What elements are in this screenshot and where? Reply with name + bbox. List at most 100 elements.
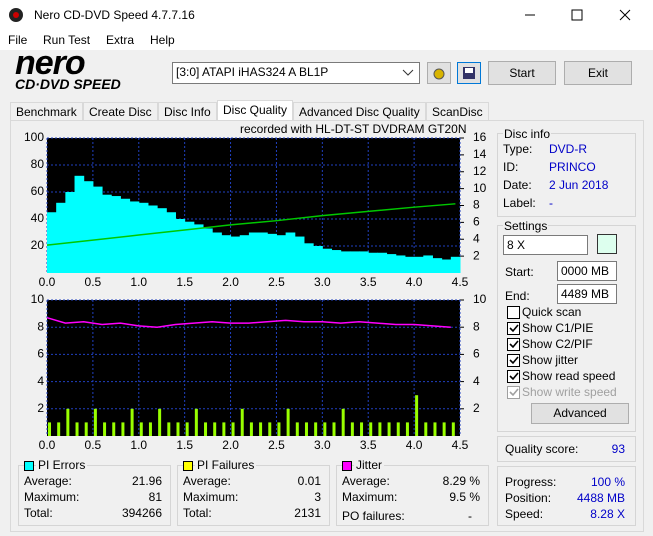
stat-value: 21.96	[131, 474, 162, 488]
stat-label: Maximum:	[24, 490, 80, 504]
stat-value: -	[468, 509, 472, 523]
info-value: DVD-R	[549, 142, 587, 156]
stat-label: Maximum:	[342, 490, 398, 504]
tab-strip: Benchmark Create Disc Disc Info Disc Qualit…	[10, 100, 650, 121]
stat-value: 9.5 %	[449, 490, 480, 504]
menu-item[interactable]: Run Test	[43, 33, 91, 47]
stat-label: Average:	[183, 474, 231, 488]
check-mark	[509, 372, 519, 381]
checkbox-label: Show C1/PIE	[522, 321, 594, 335]
logo-brand: nero	[15, 44, 86, 82]
settings-title: Settings	[503, 219, 549, 233]
end-label: End:	[505, 289, 530, 303]
tab[interactable]: Create Disc	[83, 102, 158, 120]
quality-box	[497, 436, 636, 462]
window-title: Nero CD-DVD Speed 4.7.7.16	[34, 8, 195, 22]
menu-bar: File Run Test Extra Help	[0, 30, 653, 50]
stat-value: 394266	[121, 506, 162, 520]
checkbox[interactable]	[507, 354, 520, 367]
checkbox[interactable]	[507, 306, 520, 319]
stats-title: Jitter	[354, 458, 385, 472]
checkbox[interactable]	[507, 370, 520, 383]
stat-label: PO failures:	[342, 509, 405, 523]
tab[interactable]: Benchmark	[10, 102, 83, 120]
logo-product: CD·DVD SPEED	[15, 76, 121, 92]
dropdown-arrow	[402, 69, 414, 76]
stat-label: Maximum:	[183, 490, 239, 504]
stat-label: Total:	[183, 506, 212, 520]
title-bar	[0, 0, 653, 30]
refresh-button[interactable]	[597, 234, 617, 254]
legend-swatch	[342, 461, 352, 471]
checkbox[interactable]	[507, 338, 520, 351]
quality-label: Quality score:	[505, 442, 579, 456]
stats-box	[18, 465, 171, 526]
legend-swatch	[24, 461, 34, 471]
stat-label: Total:	[24, 506, 53, 520]
app-icon	[9, 8, 23, 22]
tab[interactable]: ScanDisc	[426, 102, 489, 120]
info-value: PRINCO	[549, 160, 596, 174]
eject-icon	[433, 68, 445, 80]
stat-value: 0.01	[297, 474, 321, 488]
progress-label: Speed:	[505, 507, 544, 521]
disc-info-box	[497, 133, 636, 217]
tab[interactable]: Disc Info	[158, 102, 217, 120]
eject-button[interactable]	[427, 62, 451, 84]
stat-value: 8.29 %	[442, 474, 480, 488]
start-button[interactable]: Start	[488, 61, 556, 85]
stats-title: PI Failures	[195, 458, 257, 472]
menu-item[interactable]: File	[8, 33, 28, 47]
stat-label: Average:	[342, 474, 390, 488]
progress-value: 8.28 X	[590, 507, 625, 521]
stat-value: 81	[148, 490, 162, 504]
checkbox-label: Show read speed	[522, 369, 616, 383]
info-label: Label:	[503, 196, 536, 210]
advanced-button[interactable]: Advanced	[531, 403, 629, 424]
stat-value: 2131	[294, 506, 321, 520]
progress-value: 4488 MB	[576, 491, 625, 505]
disc-info-title: Disc info	[503, 127, 552, 141]
window-controls[interactable]	[510, 0, 653, 30]
checkbox[interactable]	[507, 322, 520, 335]
checkbox-label: Show write speed	[522, 385, 617, 399]
drive-select[interactable]: [3:0] ATAPI iHAS324 A BL1P	[172, 62, 420, 84]
start-label: Start:	[505, 265, 534, 279]
exit-button[interactable]: Exit	[564, 61, 632, 85]
info-label: Date:	[503, 178, 532, 192]
checkbox-label: Show C2/PIF	[522, 337, 593, 351]
check-mark	[509, 356, 519, 365]
checkbox-label: Quick scan	[522, 305, 582, 319]
progress-label: Position:	[505, 491, 552, 505]
stats-title: PI Errors	[36, 458, 88, 472]
drive-text: [3:0] ATAPI iHAS324 A BL1P	[176, 65, 329, 79]
progress-label: Progress:	[505, 475, 557, 489]
progress-value: 100 %	[590, 475, 625, 489]
check-mark	[509, 340, 519, 349]
tab[interactable]: Advanced Disc Quality	[293, 102, 426, 120]
menu-item[interactable]: Help	[150, 33, 175, 47]
settings-box	[497, 225, 636, 432]
tab[interactable]: Disc Quality	[217, 100, 294, 121]
save-icon	[463, 67, 475, 79]
progress-box	[497, 466, 636, 526]
stat-value: 3	[314, 490, 321, 504]
checkbox	[507, 386, 520, 399]
speed-select[interactable]: 8 X	[503, 235, 588, 255]
save-button[interactable]	[457, 62, 481, 84]
checkbox-label: Show jitter	[522, 353, 579, 367]
quality-value: 93	[611, 442, 625, 456]
check-mark	[509, 324, 519, 333]
info-value: -	[549, 196, 553, 210]
info-label: Type:	[503, 142, 533, 156]
check-mark	[509, 388, 519, 397]
start-field[interactable]: 0000 MB	[557, 261, 617, 281]
stat-label: Average:	[24, 474, 72, 488]
end-field[interactable]: 4489 MB	[557, 284, 617, 304]
menu-item[interactable]: Extra	[106, 33, 135, 47]
legend-swatch	[183, 461, 193, 471]
stats-box	[336, 465, 489, 526]
info-label: ID:	[503, 160, 519, 174]
info-value: 2 Jun 2018	[549, 178, 609, 192]
